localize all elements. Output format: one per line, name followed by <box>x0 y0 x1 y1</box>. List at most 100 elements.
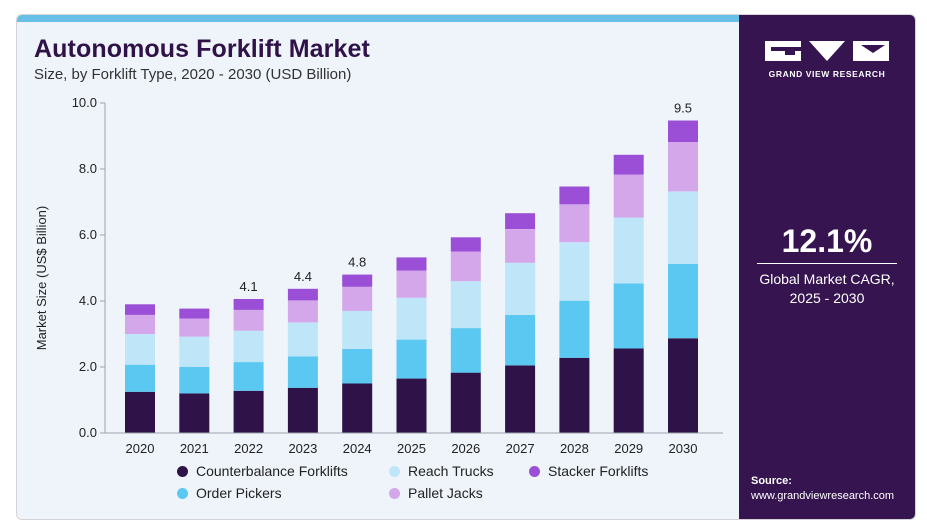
x-tick-label: 2026 <box>451 441 480 456</box>
bar-segment <box>396 270 427 298</box>
bar-segment <box>125 334 155 365</box>
bar-segment <box>613 217 644 284</box>
bar-segment <box>342 310 373 349</box>
bar-segment <box>396 297 427 340</box>
bar-segment <box>450 328 481 373</box>
bar-segment <box>125 391 155 434</box>
bar-segment <box>342 348 373 384</box>
chart-title: Autonomous Forklift Market <box>34 35 370 63</box>
bar-segment <box>179 367 210 394</box>
bar-segment <box>559 300 590 358</box>
chart-subtitle: Size, by Forklift Type, 2020 - 2030 (USD… <box>34 66 352 83</box>
bar-segment <box>342 274 373 287</box>
x-tick-label: 2023 <box>288 441 317 456</box>
bar-segment <box>125 314 155 334</box>
source-url[interactable]: www.grandviewresearch.com <box>751 490 895 502</box>
x-tick-label: 2020 <box>126 441 155 456</box>
bar-segment <box>668 338 698 433</box>
legend-swatch <box>529 465 540 477</box>
y-tick-label: 6.0 <box>79 227 97 242</box>
bar-segment <box>342 286 373 311</box>
y-tick-label: 8.0 <box>79 161 97 176</box>
y-tick-label: 4.0 <box>79 293 97 308</box>
total-value-label: 9.5 <box>674 101 692 116</box>
bar-segment <box>342 383 373 433</box>
legend-swatch <box>177 487 188 499</box>
brand-name: GRAND VIEW RESEARCH <box>768 69 886 79</box>
bar-segment <box>233 330 264 362</box>
legend-label: Order Pickers <box>196 485 282 501</box>
bar-segment <box>505 213 536 229</box>
bar-segment <box>450 237 481 252</box>
bar-segment <box>233 362 264 391</box>
legend-swatch <box>389 465 400 477</box>
legend-label: Reach Trucks <box>408 463 494 479</box>
bar-segment <box>559 204 590 243</box>
bar-segment <box>233 309 264 331</box>
bar-segment <box>668 120 698 142</box>
y-tick-label: 0.0 <box>79 425 97 440</box>
x-tick-label: 2021 <box>180 441 209 456</box>
x-tick-label: 2024 <box>343 441 372 456</box>
bar-segment <box>179 393 210 433</box>
bar-segment <box>450 281 481 329</box>
bar-segment <box>559 357 590 433</box>
bar-segment <box>125 304 155 315</box>
cagr-label: Global Market CAGR, 2025 - 2030 <box>739 270 915 308</box>
bar-segment <box>233 299 264 310</box>
bar-segment <box>613 174 644 218</box>
bar-segment <box>396 257 427 271</box>
bars-group <box>125 120 698 434</box>
bar-segment <box>287 322 318 357</box>
chart-card: Autonomous Forklift Market Size, by Fork… <box>16 14 916 520</box>
bar-segment <box>613 283 644 349</box>
x-tick-label: 2027 <box>506 441 535 456</box>
chart-panel: Autonomous Forklift Market Size, by Fork… <box>17 15 739 519</box>
legend-item: Pallet Jacks <box>389 485 483 501</box>
bar-segment <box>505 262 536 315</box>
bar-segment <box>613 154 644 175</box>
legend-swatch <box>177 465 188 477</box>
bar-segment <box>396 339 427 379</box>
bar-segment <box>559 242 590 301</box>
x-tick-label: 2029 <box>614 441 643 456</box>
bar-segment <box>450 251 481 282</box>
x-tick-label: 2030 <box>669 441 698 456</box>
grand-view-research-logo <box>765 41 889 61</box>
axes-group: 2020 2021 2022 4.1 2023 4.4 2024 4.8 2025 2026 202… <box>34 95 723 456</box>
bar-segment <box>287 288 318 301</box>
sidebar-panel: GRAND VIEW RESEARCH 12.1% Global Market … <box>739 15 915 519</box>
bar-segment <box>613 348 644 433</box>
bar-segment <box>396 378 427 433</box>
bar-segment <box>450 372 481 433</box>
total-value-label: 4.1 <box>240 279 258 294</box>
legend-item: Stacker Forklifts <box>529 463 648 479</box>
bar-segment <box>505 365 536 433</box>
accent-bar <box>17 15 739 22</box>
x-tick-label: 2025 <box>397 441 426 456</box>
bar-segment <box>287 387 318 433</box>
cagr-label-line1: Global Market CAGR, <box>759 271 895 287</box>
legend-label: Stacker Forklifts <box>548 463 649 479</box>
bar-segment <box>287 300 318 323</box>
bar-segment <box>179 308 210 319</box>
legend-label: Pallet Jacks <box>408 485 483 501</box>
bar-segment <box>559 186 590 205</box>
y-axis-label: Market Size (US$ Billion) <box>34 206 49 351</box>
total-value-label: 4.8 <box>348 255 366 270</box>
bar-segment <box>505 229 536 263</box>
legend-swatch <box>389 487 400 499</box>
x-tick-label: 2022 <box>234 441 263 456</box>
bar-segment <box>233 390 264 433</box>
bar-segment <box>668 141 698 192</box>
bar-segment <box>287 356 318 388</box>
source-label: Source: <box>751 475 792 487</box>
bar-chart: 2020 2021 2022 4.1 2023 4.4 2024 4.8 2025 2026 202… <box>34 95 723 456</box>
legend-item: Reach Trucks <box>389 463 494 479</box>
bar-segment <box>668 191 698 264</box>
legend-label: Counterbalance Forklifts <box>196 463 348 479</box>
legend-item: Counterbalance Forklifts <box>177 463 348 479</box>
total-value-label: 4.4 <box>294 269 312 284</box>
legend: Counterbalance Forklifts Reach Trucks Stac… <box>177 463 737 507</box>
legend-item: Order Pickers <box>177 485 282 501</box>
